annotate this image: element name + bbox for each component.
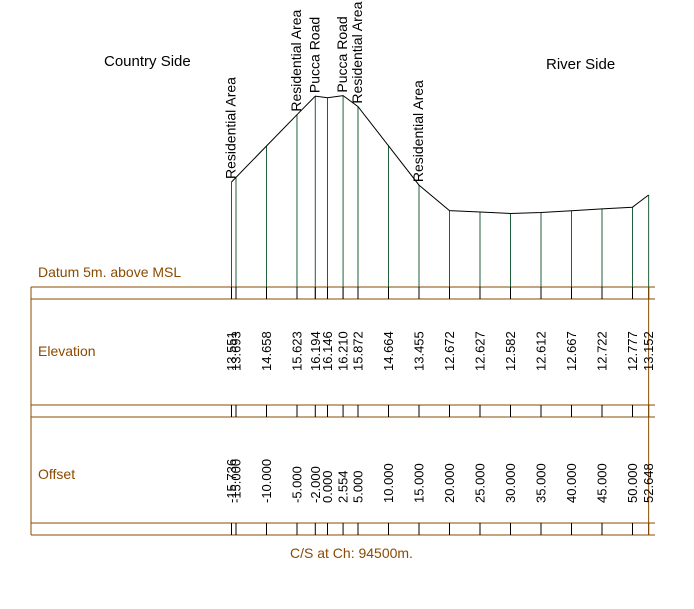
elevation-value: 13.551 <box>224 331 239 371</box>
elevation-value: 12.722 <box>594 331 609 371</box>
elevation-value: 13.455 <box>411 331 426 371</box>
offset-row-label: Offset <box>38 466 75 482</box>
offset-value: 10.000 <box>381 463 396 503</box>
table-ticks <box>231 287 650 535</box>
elevation-value: 14.658 <box>259 331 274 371</box>
station-lines <box>231 95 650 299</box>
elevation-value: 12.612 <box>533 331 548 371</box>
offset-value: -5.000 <box>289 466 304 503</box>
elevation-value: 13.152 <box>641 331 656 371</box>
elevation-value: 15.872 <box>350 331 365 371</box>
elevation-value: 12.777 <box>625 331 640 371</box>
offset-value: 5.000 <box>350 470 365 503</box>
elevation-value: 16.146 <box>320 331 335 371</box>
zone-label: Pucca Road <box>306 17 322 93</box>
elevation-value: 12.582 <box>503 331 518 371</box>
elevation-value: 12.667 <box>564 331 579 371</box>
offset-value: 0.000 <box>320 470 335 503</box>
offset-value: 30.000 <box>503 463 518 503</box>
offset-value: -15.736 <box>224 459 239 503</box>
datum-label: Datum 5m. above MSL <box>38 264 181 280</box>
offset-value: 35.000 <box>533 463 548 503</box>
river-side-label: River Side <box>546 56 615 73</box>
offset-value: 52.648 <box>641 463 656 503</box>
offset-value: -15.000 <box>228 459 243 503</box>
offset-value: 50.000 <box>625 463 640 503</box>
section-caption: C/S at Ch: 94500m. <box>290 545 413 561</box>
offset-value: -10.000 <box>259 459 274 503</box>
zone-label: Residential Area <box>288 9 304 111</box>
elevation-value: 12.627 <box>472 331 487 371</box>
ground-profile-line <box>231 95 649 215</box>
offset-value: 45.000 <box>594 463 609 503</box>
offset-value: 15.000 <box>411 463 426 503</box>
offset-value: -2.000 <box>308 466 323 503</box>
zone-label: Residential Area <box>410 80 426 182</box>
elevation-value: 13.693 <box>228 331 243 371</box>
elevation-value: 14.664 <box>381 331 396 371</box>
elevation-value: 15.623 <box>289 331 304 371</box>
country-side-label: Country Side <box>104 53 191 70</box>
offset-value: 40.000 <box>564 463 579 503</box>
elevation-value: 16.210 <box>336 331 351 371</box>
offset-value: 20.000 <box>442 463 457 503</box>
offset-value: 2.554 <box>336 470 351 503</box>
offset-value: 25.000 <box>472 463 487 503</box>
elevation-value: 16.194 <box>308 331 323 371</box>
zone-label: Pucca Road <box>334 16 350 92</box>
zone-label: Residential Area <box>349 1 365 103</box>
zone-label: Residential Area <box>223 77 239 179</box>
elevation-row-label: Elevation <box>38 343 96 359</box>
elevation-value: 12.672 <box>442 331 457 371</box>
